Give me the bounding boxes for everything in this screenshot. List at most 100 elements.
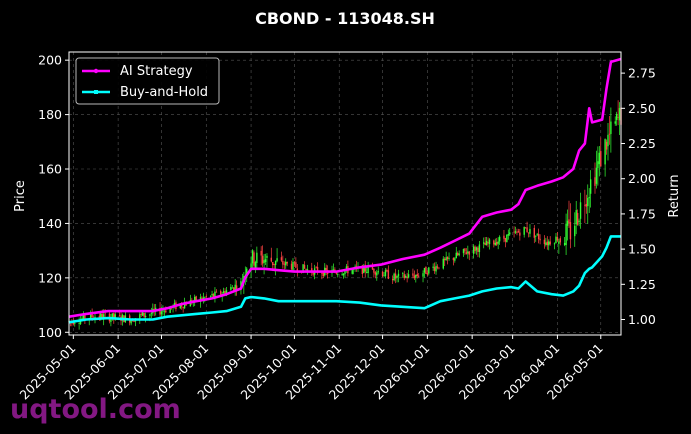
candle-body — [519, 232, 521, 236]
candle-body — [428, 267, 430, 274]
candle-body — [315, 267, 317, 269]
candle-body — [485, 240, 488, 246]
candle-body — [270, 257, 273, 262]
candle-body — [118, 315, 121, 316]
candle-body — [504, 238, 507, 242]
candle-body — [141, 312, 144, 316]
series-line-ai-strategy — [68, 57, 622, 318]
candle-body — [535, 235, 537, 237]
legend-ai-label: AI Strategy — [120, 64, 193, 79]
candle-body — [303, 264, 306, 269]
candle-body — [614, 121, 616, 124]
candle-body — [610, 121, 612, 134]
candle-body — [335, 272, 338, 274]
y-label-right: Return — [667, 174, 682, 217]
y-left-tick-label: 120 — [38, 270, 62, 285]
candle-body — [488, 239, 491, 245]
candle-body — [387, 270, 390, 279]
candle-body — [386, 269, 388, 272]
y-label-left: Price — [13, 180, 28, 212]
candle-body — [74, 323, 76, 324]
candle-body — [507, 234, 509, 236]
candle-body — [209, 295, 212, 297]
legend-ai-marker — [93, 68, 99, 74]
candle-body — [91, 313, 93, 318]
series-lines — [68, 57, 622, 324]
candle-body — [316, 266, 319, 273]
candle-body — [256, 252, 258, 263]
candle-body — [254, 262, 257, 268]
candle-body — [457, 252, 459, 256]
candle-body — [568, 219, 570, 224]
candle-body — [604, 139, 606, 165]
candle-body — [497, 241, 499, 244]
candle-body — [477, 247, 479, 252]
candle-body — [527, 232, 530, 234]
candle-body — [556, 237, 559, 241]
candle-body — [496, 241, 498, 245]
candle-body — [102, 314, 105, 320]
candle-body — [365, 272, 368, 273]
candle-body — [394, 273, 397, 279]
candle-body — [539, 238, 541, 241]
candle-body — [144, 315, 147, 318]
candle-body — [82, 313, 85, 319]
candle-body — [435, 265, 437, 272]
y-left-tick-label: 200 — [38, 53, 62, 68]
candle-body — [296, 268, 299, 272]
candle-body — [114, 314, 116, 319]
candle-body — [594, 177, 596, 186]
candle-body — [195, 296, 197, 302]
legend-box — [75, 57, 220, 105]
candle-body — [413, 275, 416, 279]
candle-body — [374, 272, 377, 275]
candle-body — [342, 273, 345, 276]
candle-body — [231, 287, 233, 289]
candle-body — [597, 161, 599, 169]
candle-body — [183, 303, 186, 309]
candle-body — [569, 222, 572, 240]
candle-body — [595, 167, 598, 184]
candle-body — [233, 287, 235, 291]
candle-body — [214, 291, 216, 298]
candle-body — [393, 273, 395, 281]
candle-body — [600, 151, 602, 167]
candle-body — [225, 290, 228, 295]
candle-body — [253, 252, 255, 266]
candle-body — [149, 314, 151, 316]
candle-body — [89, 313, 92, 319]
candle-body — [503, 235, 505, 239]
candle-body — [558, 241, 560, 244]
y-right-tick-label: 1.00 — [628, 312, 656, 327]
candle-body — [263, 260, 265, 264]
candle-body — [445, 257, 447, 261]
candle-body — [442, 258, 444, 269]
candle-body — [169, 307, 171, 313]
candle-body — [617, 116, 619, 118]
candle-body — [526, 227, 528, 233]
candle-body — [517, 231, 520, 233]
candle-body — [404, 275, 407, 278]
candle-body — [337, 274, 339, 276]
candle-body — [290, 263, 293, 270]
candle-body — [458, 253, 460, 256]
candle-body — [143, 312, 145, 317]
candle-body — [509, 232, 511, 235]
candle-body — [205, 296, 207, 298]
candle-body — [406, 276, 408, 279]
candle-body — [376, 272, 378, 276]
candle-body — [285, 261, 287, 266]
chart-title: CBOND - 113048.SH — [255, 9, 435, 28]
candle-body — [578, 220, 580, 223]
candle-body — [363, 265, 365, 273]
candle-body — [506, 234, 508, 243]
candle-body — [432, 266, 434, 268]
candle-body — [487, 242, 489, 244]
candle-body — [361, 265, 364, 275]
candle-body — [391, 278, 394, 281]
candle-body — [179, 304, 181, 309]
candle-body — [377, 271, 379, 273]
candle-body — [351, 269, 353, 274]
candle-body — [494, 242, 496, 246]
